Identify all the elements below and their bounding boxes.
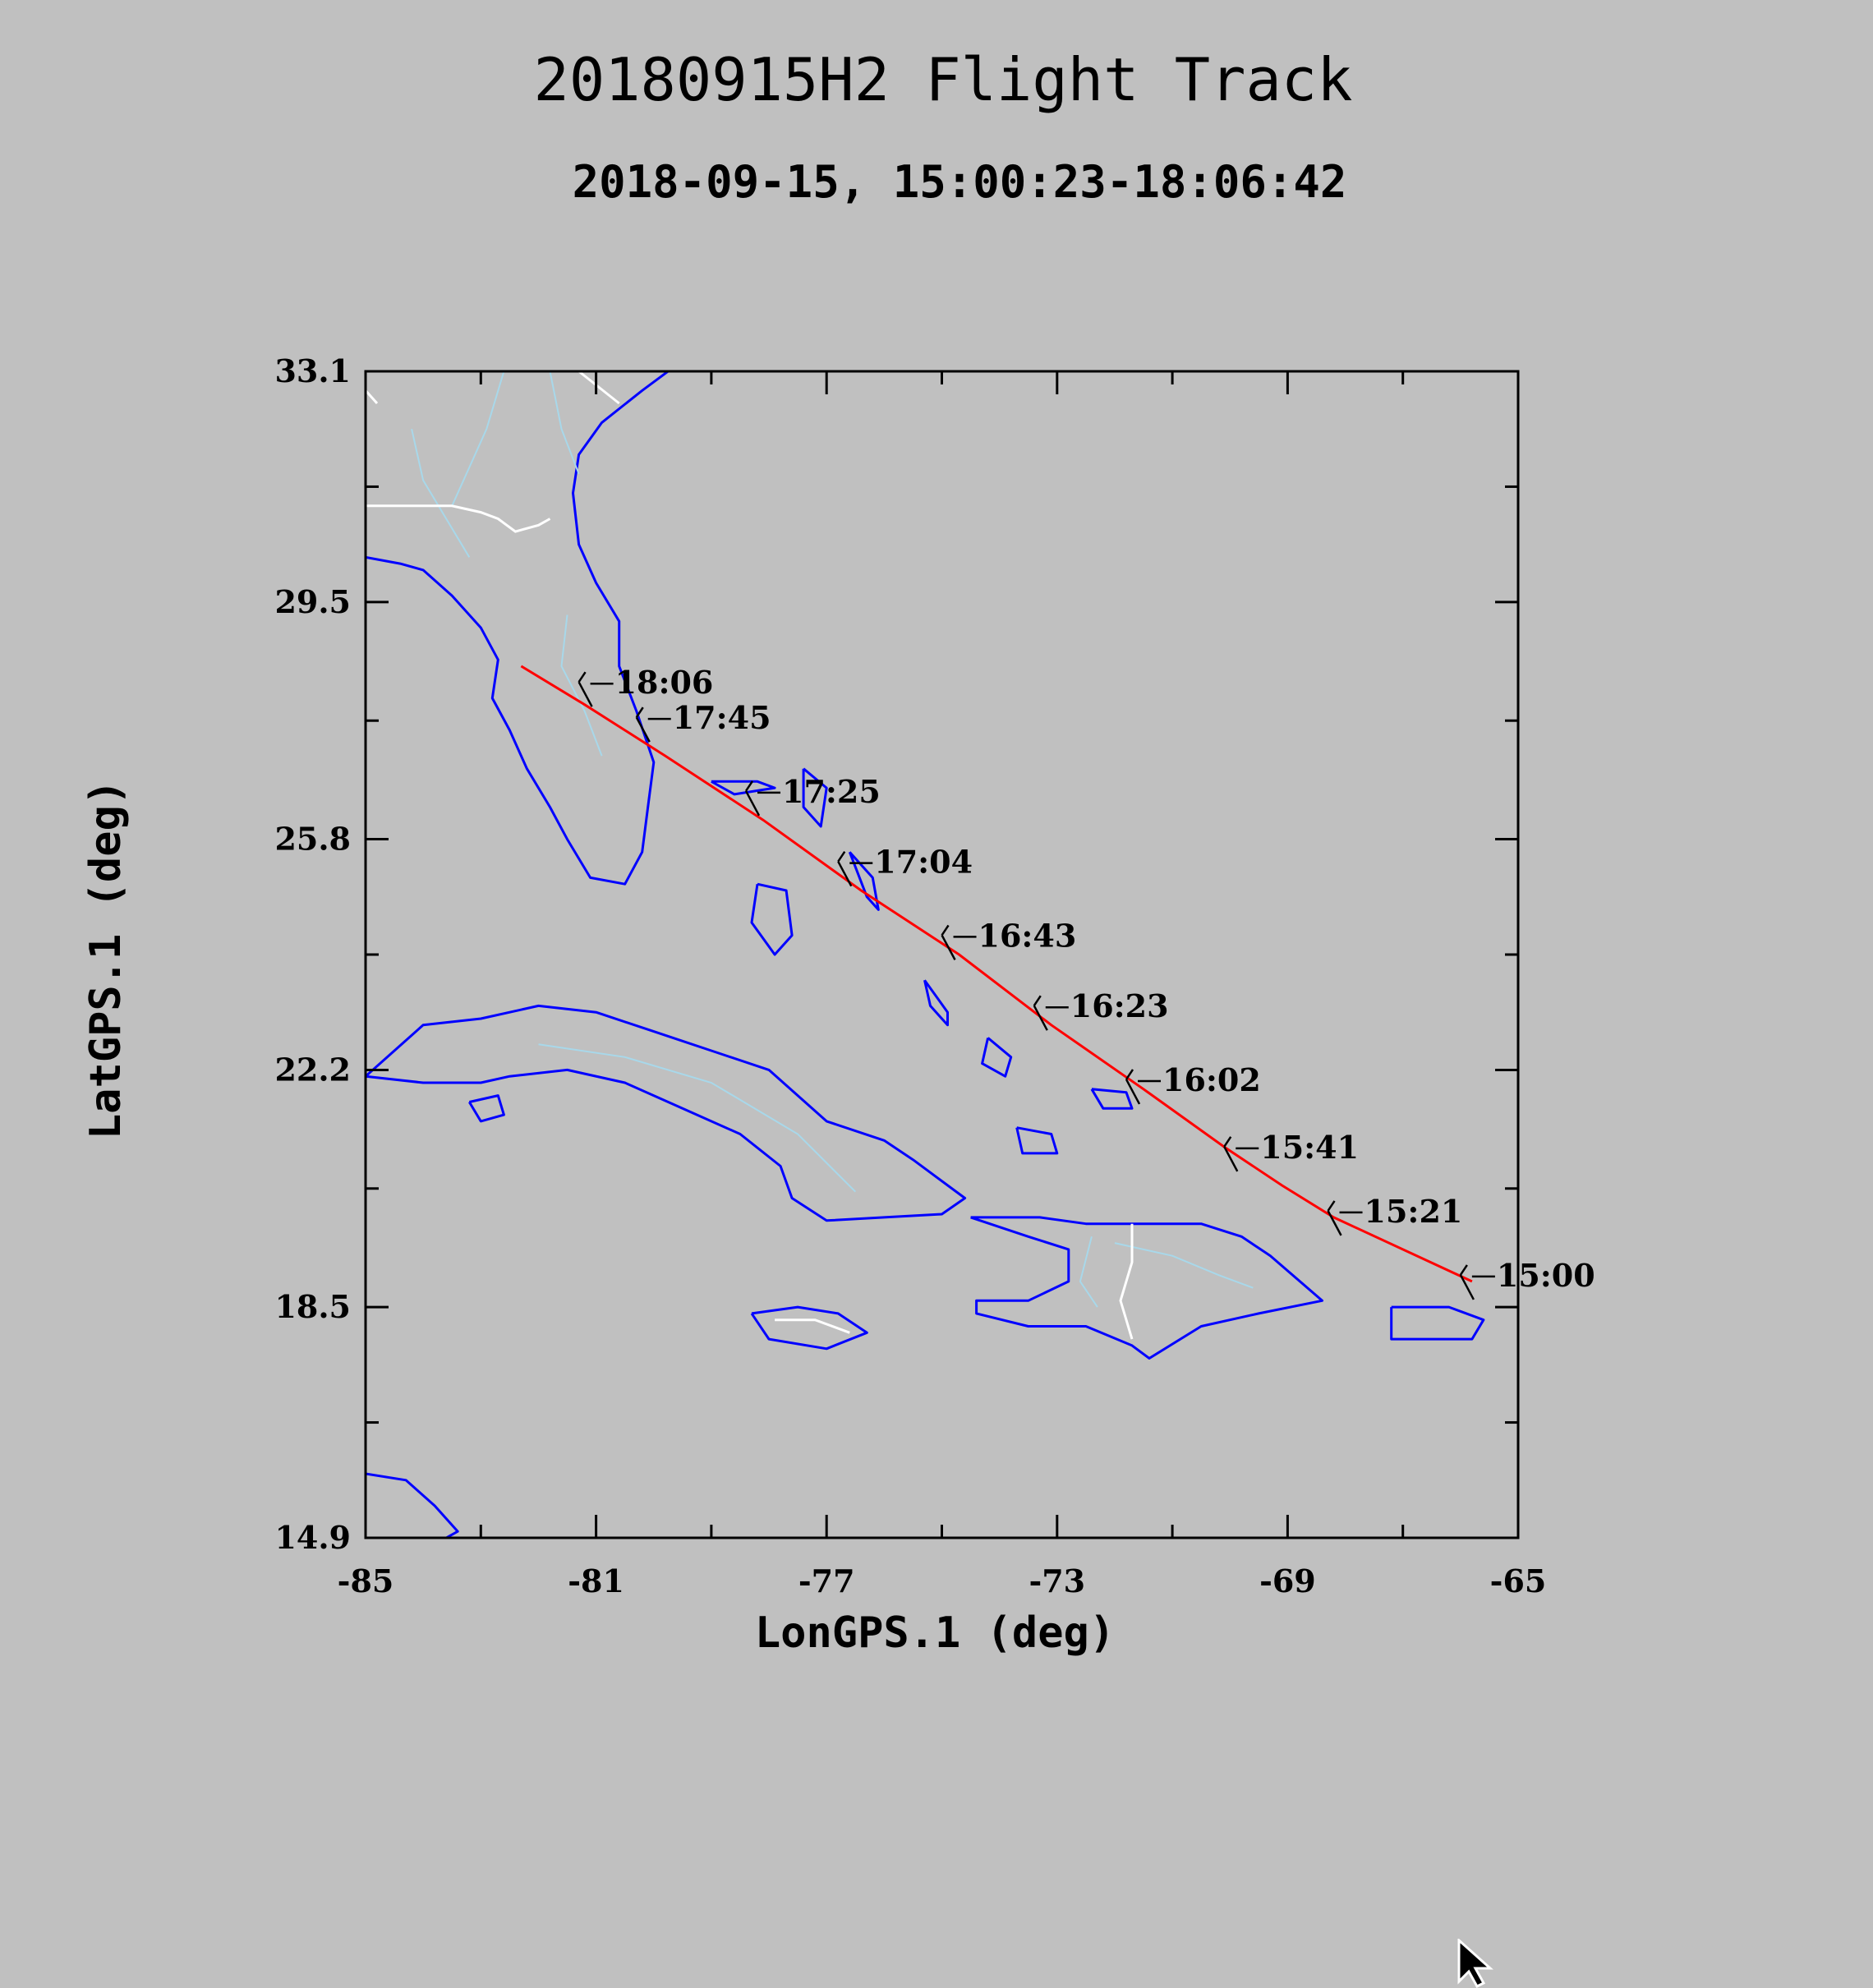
river-7 bbox=[1079, 1236, 1098, 1308]
x-tick-label: -65 bbox=[1490, 1562, 1547, 1599]
florida-coastline bbox=[366, 371, 670, 886]
map-subtitle: 2018-09-15, 15:00:23-18:06:42 bbox=[573, 156, 1347, 208]
x-tick-label: -85 bbox=[338, 1562, 394, 1599]
grand-bahama-coastline bbox=[711, 780, 776, 796]
wind-barb-icon bbox=[1327, 1200, 1342, 1236]
river-4 bbox=[560, 614, 603, 757]
river-1 bbox=[411, 428, 471, 558]
political-border-3 bbox=[1119, 1223, 1134, 1340]
x-axis-label: LonGPS.1 (deg) bbox=[755, 1608, 1115, 1658]
andros-island-coastline bbox=[750, 882, 794, 956]
map-title: 20180915H2 Flight Track bbox=[534, 45, 1353, 114]
y-axis-label: LatGPS.1 (deg) bbox=[81, 780, 131, 1139]
long-island-coastline bbox=[923, 979, 949, 1027]
puerto-rico-coastline bbox=[1390, 1305, 1485, 1341]
isla-juventud-coastline bbox=[468, 1094, 505, 1123]
wind-barb-icon bbox=[837, 850, 853, 887]
wind-barb-icon bbox=[578, 671, 593, 707]
river-6 bbox=[1114, 1242, 1254, 1289]
hispaniola-coastline bbox=[970, 1216, 1323, 1360]
flight-track-line bbox=[520, 665, 1473, 1283]
cuba-coastline bbox=[366, 1004, 967, 1222]
x-tick-label: -69 bbox=[1259, 1562, 1316, 1599]
river-5 bbox=[538, 1043, 857, 1193]
wind-barb-icon bbox=[1459, 1264, 1475, 1300]
time-label: 15:00 bbox=[1497, 1257, 1595, 1294]
y-tick-label: 22.2 bbox=[274, 1051, 351, 1088]
map-geography bbox=[366, 371, 1485, 1538]
abaco-island-coastline bbox=[802, 767, 828, 828]
wind-barb-icon bbox=[1125, 1069, 1141, 1105]
plot-frame bbox=[364, 370, 1520, 1539]
political-border-6 bbox=[366, 389, 379, 405]
time-label: 17:45 bbox=[673, 699, 771, 736]
river-2 bbox=[451, 371, 505, 507]
time-label: 16:02 bbox=[1162, 1061, 1261, 1098]
time-label: 17:25 bbox=[782, 773, 881, 810]
map-axes: -85 -81 -77 -73 -69 -65 14.9 18.5 22.2 25.8 29.5 33… bbox=[274, 352, 1546, 1599]
wind-barb-icon bbox=[1223, 1136, 1239, 1172]
turks-caicos-coastline bbox=[1090, 1088, 1134, 1110]
y-tick-label: 33.1 bbox=[274, 352, 351, 389]
y-tick-label: 29.5 bbox=[274, 583, 351, 620]
x-tick-label: -81 bbox=[568, 1562, 624, 1599]
wind-barb-icon bbox=[1033, 995, 1048, 1031]
y-tick-label: 14.9 bbox=[274, 1519, 351, 1556]
central-america-coastline bbox=[366, 1472, 459, 1538]
time-label: 16:23 bbox=[1070, 987, 1169, 1024]
time-label: 15:21 bbox=[1364, 1193, 1463, 1230]
basemap-layer bbox=[366, 371, 1485, 1538]
inagua-coastline bbox=[1015, 1126, 1059, 1155]
river-3 bbox=[549, 371, 580, 475]
political-border-1 bbox=[366, 504, 551, 533]
wind-barb-icon bbox=[744, 780, 761, 817]
political-border-4 bbox=[775, 1318, 850, 1334]
eleuthera-coastline bbox=[848, 851, 880, 911]
jamaica-coastline bbox=[750, 1305, 868, 1351]
y-tick-label: 18.5 bbox=[274, 1288, 351, 1325]
political-border-2 bbox=[578, 371, 620, 405]
wind-barb-icon bbox=[941, 924, 956, 960]
mouse-pointer-icon bbox=[1457, 1939, 1493, 1988]
time-label: 16:43 bbox=[978, 917, 1077, 954]
x-tick-label: -77 bbox=[798, 1562, 855, 1599]
wind-barb-icon bbox=[635, 706, 651, 743]
x-tick-label: -73 bbox=[1029, 1562, 1085, 1599]
acklins-coastline bbox=[981, 1037, 1013, 1078]
time-label: 18:06 bbox=[615, 664, 714, 701]
time-label: 15:41 bbox=[1260, 1129, 1359, 1166]
y-tick-label: 25.8 bbox=[274, 821, 351, 858]
time-label: 17:04 bbox=[874, 844, 973, 881]
